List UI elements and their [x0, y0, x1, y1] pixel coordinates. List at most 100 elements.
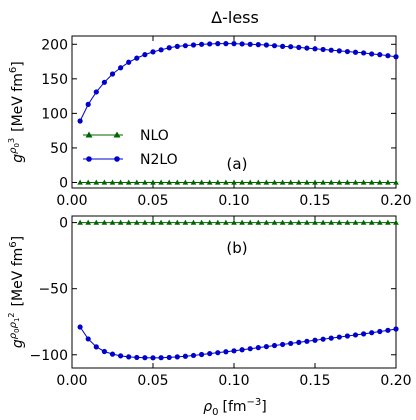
data-point-nlo: [190, 179, 197, 185]
y-tick-label: −50: [38, 282, 68, 298]
data-point-nlo: [109, 219, 116, 225]
data-point-nlo: [174, 219, 181, 225]
data-point-nlo: [377, 219, 383, 225]
data-point-nlo: [158, 219, 164, 225]
data-point-n2lo: [336, 334, 342, 340]
panel-a-ylabel: gρ03[MeV fm6]: [7, 61, 26, 162]
legend-n2lo-marker-left: [86, 156, 92, 162]
data-point-nlo: [393, 219, 399, 225]
legend-nlo-marker-right: [113, 131, 121, 138]
data-point-n2lo: [231, 41, 237, 47]
data-point-n2lo: [199, 351, 205, 358]
data-point-nlo: [142, 219, 148, 225]
data-point-nlo: [312, 219, 318, 225]
data-point-n2lo: [312, 46, 318, 52]
data-point-n2lo: [215, 41, 221, 47]
data-point-n2lo: [223, 349, 229, 355]
x-tick-label: 0.05: [137, 373, 168, 389]
data-point-n2lo: [93, 344, 99, 350]
legend-n2lo-label: N2LO: [140, 152, 178, 168]
data-point-nlo: [117, 219, 124, 225]
data-point-nlo: [109, 179, 116, 185]
data-point-n2lo: [101, 348, 107, 355]
y-tick-label: 200: [41, 37, 68, 53]
data-point-nlo: [255, 179, 262, 185]
x-tick-label: 0.10: [218, 193, 249, 209]
data-point-nlo: [263, 179, 270, 185]
data-point-n2lo: [190, 42, 197, 48]
data-point-nlo: [279, 179, 286, 185]
panel-a-series: [77, 41, 399, 185]
data-point-n2lo: [255, 345, 261, 351]
legend-nlo-marker-left: [85, 131, 93, 138]
data-point-n2lo: [134, 354, 140, 361]
data-point-n2lo: [393, 326, 399, 332]
data-point-nlo: [320, 179, 326, 185]
data-point-nlo: [134, 219, 140, 225]
data-point-n2lo: [369, 330, 375, 336]
data-point-n2lo: [199, 41, 205, 47]
data-point-nlo: [368, 179, 375, 185]
data-point-nlo: [239, 219, 245, 225]
data-point-n2lo: [352, 49, 359, 55]
data-point-n2lo: [288, 44, 294, 50]
data-point-nlo: [117, 179, 124, 185]
data-point-nlo: [125, 219, 132, 225]
data-point-nlo: [150, 179, 156, 185]
data-point-nlo: [198, 219, 205, 225]
data-point-n2lo: [271, 43, 278, 49]
data-point-n2lo: [239, 347, 245, 353]
x-tick-label: 0.15: [299, 193, 330, 209]
data-point-n2lo: [174, 43, 180, 49]
data-point-nlo: [385, 219, 391, 225]
data-point-nlo: [93, 219, 100, 225]
data-point-n2lo: [377, 328, 383, 335]
data-point-n2lo: [247, 346, 253, 352]
data-point-nlo: [223, 179, 229, 185]
data-point-nlo: [101, 219, 108, 225]
data-point-nlo: [101, 179, 108, 185]
series-line-n2lo: [79, 43, 397, 122]
panel-b-series: [77, 219, 399, 361]
data-point-nlo: [385, 179, 391, 185]
data-point-n2lo: [361, 331, 367, 337]
data-point-n2lo: [288, 340, 294, 347]
panel-a-ticks: 0.00 0.05 0.10 0.15 0.20 0 50 100 150 200: [41, 36, 412, 209]
data-point-n2lo: [344, 333, 350, 339]
panel-a: 0.00 0.05 0.10 0.15 0.20 0 50 100 150 200 (a) NLO…: [7, 35, 412, 209]
data-point-n2lo: [207, 41, 213, 47]
data-point-nlo: [279, 219, 286, 225]
panel-b-label: (b): [226, 239, 247, 257]
data-point-n2lo: [118, 353, 124, 359]
x-tick-label: 0.00: [56, 373, 87, 389]
data-point-n2lo: [174, 354, 180, 360]
data-point-nlo: [336, 179, 343, 185]
data-point-n2lo: [263, 343, 269, 350]
data-point-n2lo: [328, 47, 334, 53]
data-point-nlo: [247, 179, 253, 185]
data-point-n2lo: [393, 54, 399, 60]
data-point-n2lo: [182, 43, 188, 49]
data-point-n2lo: [320, 46, 326, 53]
data-point-nlo: [393, 179, 399, 185]
data-point-nlo: [206, 219, 213, 225]
data-point-n2lo: [304, 338, 310, 344]
data-point-n2lo: [85, 101, 91, 107]
data-point-n2lo: [361, 50, 367, 56]
data-point-n2lo: [239, 41, 245, 47]
data-point-nlo: [368, 219, 375, 225]
data-point-n2lo: [118, 65, 124, 71]
data-point-n2lo: [255, 42, 261, 48]
data-point-n2lo: [385, 53, 391, 59]
data-point-n2lo: [134, 55, 140, 61]
data-point-nlo: [344, 179, 351, 185]
figure-title: Δ-less: [211, 8, 259, 27]
data-point-nlo: [182, 219, 189, 225]
panel-b-ylabel: gρ0ρ12[MeV fm6]: [7, 236, 26, 348]
data-point-n2lo: [142, 355, 148, 361]
data-point-nlo: [215, 179, 221, 185]
data-point-n2lo: [377, 52, 383, 58]
data-point-nlo: [377, 179, 383, 185]
data-point-n2lo: [158, 47, 164, 53]
x-axis-label: ρ0 [fm−3]: [203, 397, 267, 418]
